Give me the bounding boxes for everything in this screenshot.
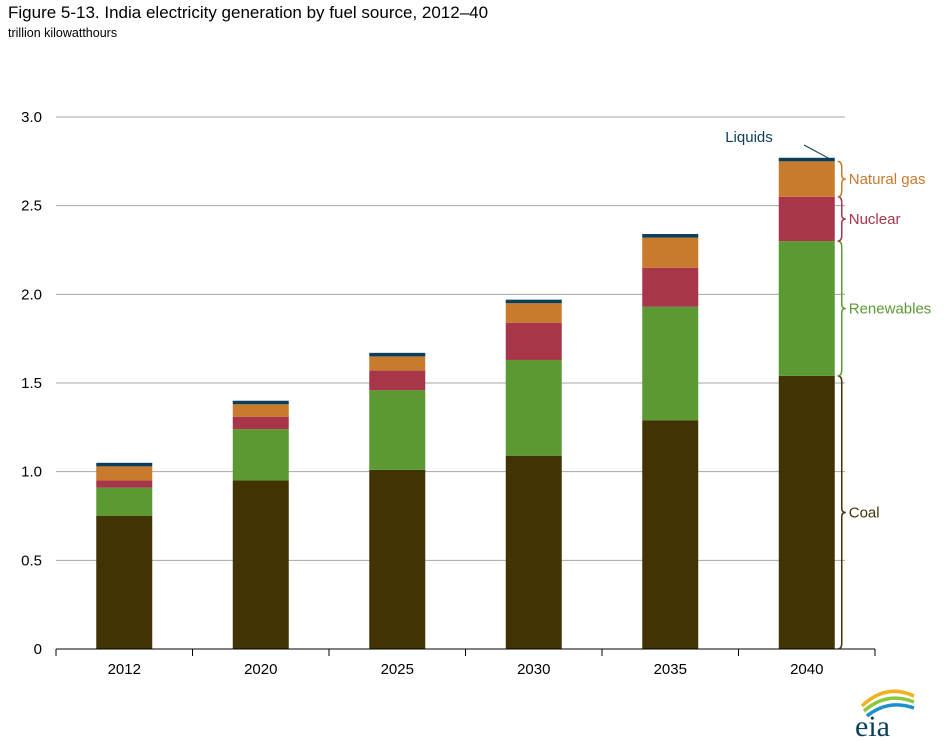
- bar-segment: [369, 352, 426, 357]
- bar-segment: [232, 416, 289, 430]
- chart-title: Figure 5-13. India electricity generatio…: [8, 3, 489, 22]
- logo-text: eia: [855, 710, 890, 739]
- bars: [96, 157, 835, 649]
- bar-segment: [778, 196, 835, 242]
- bar-segment: [778, 375, 835, 649]
- x-tick-label: 2020: [244, 661, 277, 678]
- y-tick-labels: 0 0.5 1.0 1.5 2.0 2.5 3.0: [21, 109, 42, 658]
- bar-segment: [369, 469, 426, 649]
- bar-segment: [642, 237, 699, 268]
- bar-segment: [369, 356, 426, 371]
- annotation-brace: [837, 240, 846, 377]
- y-tick-label: 2.5: [21, 198, 42, 215]
- series-label: Nuclear: [849, 211, 901, 228]
- bar-segment: [232, 480, 289, 649]
- bar-segment: [369, 390, 426, 470]
- bar-segment: [642, 420, 699, 649]
- bar-segment: [232, 429, 289, 481]
- series-label: Natural gas: [849, 171, 926, 188]
- bar-segment: [96, 466, 153, 481]
- annotation-brace: [837, 160, 846, 198]
- bar-segment: [232, 404, 289, 417]
- x-tick-label: 2012: [108, 661, 141, 678]
- y-tick-label: 2.0: [21, 286, 42, 303]
- annotation-brace: [837, 375, 846, 650]
- x-tick-label: 2025: [381, 661, 414, 678]
- chart-subtitle: trillion kilowatthours: [8, 26, 118, 40]
- bar-segment: [232, 400, 289, 405]
- x-tick-label: 2035: [654, 661, 687, 678]
- bar-segment: [778, 241, 835, 376]
- y-tick-label: 0: [34, 641, 42, 658]
- bar-segment: [505, 303, 562, 323]
- bar-segment: [642, 234, 699, 238]
- y-tick-label: 3.0: [21, 109, 42, 126]
- y-tick-label: 0.5: [21, 552, 42, 569]
- bar-segment: [505, 359, 562, 456]
- series-annotations: Coal Renewables Nuclear Natural gas Liquids: [725, 129, 932, 650]
- bar-segment: [505, 299, 562, 304]
- bar-segment: [96, 462, 153, 467]
- annotation-brace: [837, 196, 846, 242]
- liquids-leader-line: [803, 144, 830, 160]
- series-label: Coal: [849, 504, 880, 521]
- axes: [55, 648, 876, 656]
- x-tick-labels: 2012 2020 2025 2030 2035 2040: [108, 661, 824, 678]
- series-label: Liquids: [725, 129, 773, 146]
- y-tick-label: 1.5: [21, 375, 42, 392]
- series-label: Renewables: [849, 301, 932, 318]
- bar-segment: [642, 267, 699, 307]
- x-tick-label: 2030: [517, 661, 550, 678]
- bar-segment: [778, 157, 835, 162]
- bar-segment: [505, 322, 562, 360]
- bar-segment: [778, 161, 835, 197]
- bar-segment: [505, 455, 562, 649]
- bar-segment: [96, 487, 153, 516]
- eia-logo: eia: [855, 689, 915, 739]
- bar-segment: [369, 370, 426, 391]
- bar-segment: [642, 306, 699, 421]
- bar-segment: [96, 480, 153, 488]
- x-tick-label: 2040: [790, 661, 823, 678]
- gridlines: [56, 116, 845, 561]
- bar-segment: [96, 516, 153, 649]
- y-tick-label: 1.0: [21, 464, 42, 481]
